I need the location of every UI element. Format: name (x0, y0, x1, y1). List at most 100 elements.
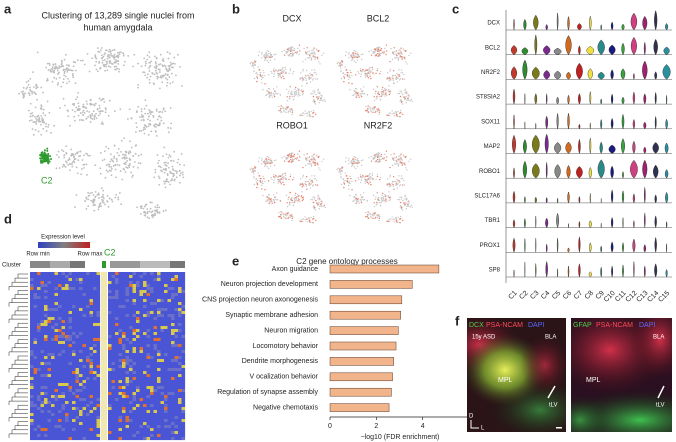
cell-point (400, 206, 401, 207)
heat-cell (48, 425, 52, 428)
heat-cell (119, 272, 123, 275)
heat-cell (62, 347, 66, 350)
cell-point (401, 178, 402, 179)
cell-point (90, 117, 92, 119)
cell-point (173, 160, 175, 162)
cell-point (156, 65, 158, 67)
cell-point (290, 94, 291, 95)
cell-point (263, 161, 264, 162)
cell-point (279, 181, 280, 182)
cell-point (312, 196, 313, 197)
cell-point (159, 211, 161, 213)
heat-cell (112, 368, 116, 371)
cell-point (91, 192, 93, 194)
cell-point (266, 52, 267, 53)
cell-point (292, 54, 293, 55)
heat-cell (58, 353, 62, 356)
heat-cell (41, 353, 45, 356)
cell-point (158, 68, 160, 70)
heat-cell (129, 419, 133, 422)
cell-point (140, 162, 142, 164)
cell-point (73, 65, 75, 67)
violin (576, 63, 582, 79)
cell-point (266, 158, 267, 159)
heat-cell (72, 323, 76, 326)
cell-point (75, 98, 77, 100)
heat-cell (72, 419, 76, 422)
heat-cell (79, 281, 83, 284)
heat-cell (72, 371, 76, 374)
heat-cell (79, 332, 83, 335)
cell-point (309, 221, 310, 222)
cell-point (305, 75, 306, 76)
cell-point (351, 54, 352, 55)
heat-cell (133, 380, 137, 383)
heat-cell (41, 293, 45, 296)
cell-point (176, 172, 178, 174)
heat-cell (58, 407, 62, 410)
heat-cell (143, 293, 147, 296)
cell-point (395, 78, 396, 79)
heat-cell (69, 416, 73, 419)
heat-cell (112, 326, 116, 329)
cell-point (385, 195, 386, 196)
heat-cell (108, 380, 112, 383)
heat-cell (126, 377, 130, 380)
cell-point (107, 58, 109, 60)
cell-point (381, 91, 382, 92)
cell-point (345, 172, 346, 173)
cell-point (40, 107, 42, 109)
cell-point (167, 162, 169, 164)
heat-cell (44, 410, 48, 413)
cell-point (42, 92, 44, 94)
heat-cell (126, 275, 130, 278)
cell-point (165, 73, 167, 75)
heat-cell (143, 380, 147, 383)
cell-point (372, 67, 373, 68)
heat-cell (108, 395, 112, 398)
cell-point (378, 114, 379, 115)
heat-cell (136, 431, 140, 434)
heat-cell (97, 347, 101, 350)
cell-point (250, 168, 251, 169)
cell-point (88, 111, 90, 113)
cell-point (93, 202, 95, 204)
heat-cell (129, 410, 133, 413)
cell-point (38, 121, 40, 123)
cell-point (305, 184, 306, 185)
cell-point (402, 103, 403, 104)
heat-cell (62, 428, 66, 431)
heat-cell (126, 401, 130, 404)
violin (511, 45, 517, 54)
heat-cell (58, 434, 62, 437)
heat-cell (69, 425, 73, 428)
heat-cell (30, 305, 34, 308)
heat-cell (30, 434, 34, 437)
cluster-point (47, 155, 49, 157)
cell-point (288, 179, 289, 180)
cell-point (375, 161, 376, 162)
heat-cell (69, 398, 73, 401)
cell-point (365, 110, 366, 111)
cell-point (398, 76, 399, 77)
heat-cell (147, 383, 151, 386)
heat-cell (133, 371, 137, 374)
heat-cell (119, 344, 123, 347)
cell-point (318, 167, 319, 168)
cell-point (389, 186, 390, 187)
gene-label: BCL2 (367, 13, 390, 23)
heat-cell (97, 386, 101, 389)
cell-point (353, 158, 354, 159)
cell-point (298, 92, 299, 93)
violin (601, 25, 602, 30)
cell-point (128, 166, 130, 168)
heat-cell (136, 374, 140, 377)
cell-point (401, 69, 402, 70)
cell-point (350, 55, 351, 56)
heat-cell (147, 317, 151, 320)
cell-point (403, 203, 404, 204)
heat-cell (48, 419, 52, 422)
heat-cell (119, 305, 123, 308)
heat-cell (55, 386, 59, 389)
heat-cell (112, 395, 116, 398)
